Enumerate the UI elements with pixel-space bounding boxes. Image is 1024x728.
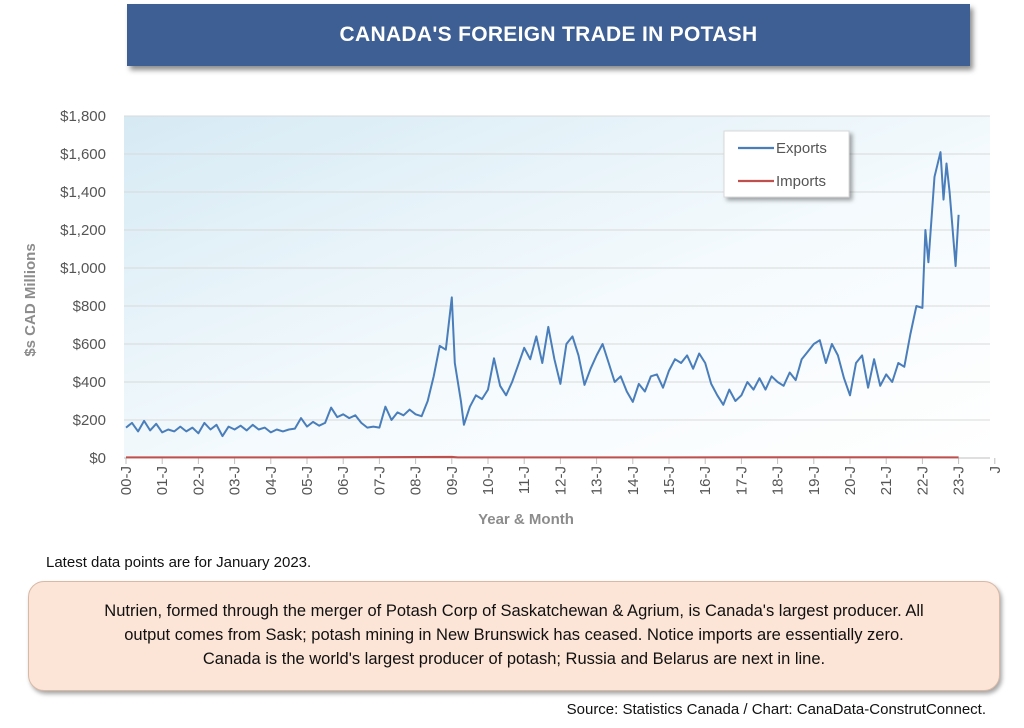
y-tick-label: $1,800 bbox=[60, 108, 106, 125]
x-tick-label: 19-J bbox=[806, 466, 823, 495]
legend: Exports Imports bbox=[723, 130, 850, 198]
x-tick-label: 11-J bbox=[516, 466, 533, 494]
legend-label-imports: Imports bbox=[776, 173, 826, 190]
x-tick-label: 12-J bbox=[552, 466, 569, 495]
x-tick-label: 22-J bbox=[914, 466, 931, 495]
y-axis: $0 $200 $400 $600 $800 $1,000 $1,200 $1,400 $1,6… bbox=[60, 108, 106, 467]
x-tick-label: 00-J bbox=[118, 466, 135, 495]
y-tick-label: $1,000 bbox=[60, 260, 106, 277]
potash-trade-chart: $0 $200 $400 $600 $800 $1,000 $1,200 $1,400 $1,6… bbox=[22, 108, 1004, 528]
series-line-imports bbox=[126, 455, 959, 459]
x-tick-label: 14-J bbox=[625, 466, 642, 495]
source-credit: Source: Statistics Canada / Chart: CanaD… bbox=[566, 701, 986, 718]
x-tick-label: 02-J bbox=[190, 466, 207, 495]
y-tick-label: $1,600 bbox=[60, 146, 106, 163]
y-tick-label: $0 bbox=[89, 450, 106, 467]
x-tick-label: 20-J bbox=[842, 466, 859, 495]
commentary-callout: Nutrien, formed through the merger of Po… bbox=[28, 581, 1000, 691]
x-tick-label: 01-J bbox=[154, 466, 171, 495]
latest-data-note: Latest data points are for January 2023. bbox=[46, 554, 312, 571]
commentary-line: output comes from Sask; potash mining in… bbox=[124, 626, 904, 645]
x-tick-label: 09-J bbox=[444, 466, 461, 495]
x-tick-label: 23-J bbox=[951, 466, 968, 495]
y-axis-title: $s CAD Millions bbox=[22, 243, 39, 356]
y-tick-label: $1,200 bbox=[60, 222, 106, 239]
x-tick-label: J bbox=[987, 466, 1004, 474]
series-line-exports bbox=[125, 151, 960, 438]
x-axis: 00-J 01-J 02-J 03-J 04-J 05-J 06-J 07-J 08-J 09-J… bbox=[118, 457, 1004, 495]
y-tick-label: $800 bbox=[73, 298, 106, 315]
chart-title-banner: CANADA'S FOREIGN TRADE IN POTASH bbox=[127, 4, 970, 66]
x-tick-label: 08-J bbox=[408, 466, 425, 495]
legend-label-exports: Exports bbox=[776, 140, 827, 157]
x-axis-title: Year & Month bbox=[478, 511, 574, 528]
chart-title: CANADA'S FOREIGN TRADE IN POTASH bbox=[339, 23, 758, 46]
commentary-line: Nutrien, formed through the merger of Po… bbox=[104, 602, 924, 621]
y-tick-label: $200 bbox=[73, 412, 106, 429]
commentary-line: Canada is the world's largest producer o… bbox=[202, 649, 826, 668]
series-lines bbox=[125, 151, 960, 459]
y-tick-label: $400 bbox=[73, 374, 106, 391]
x-tick-label: 06-J bbox=[335, 466, 352, 495]
x-tick-label: 15-J bbox=[661, 466, 678, 495]
plot-area bbox=[124, 116, 990, 458]
x-tick-label: 16-J bbox=[697, 466, 714, 495]
x-tick-label: 04-J bbox=[263, 466, 280, 495]
x-tick-label: 10-J bbox=[480, 466, 497, 495]
y-tick-label: $1,400 bbox=[60, 184, 106, 201]
commentary-text: Nutrien, formed through the merger of Po… bbox=[104, 600, 923, 672]
x-tick-label: 03-J bbox=[227, 466, 244, 495]
x-tick-label: 17-J bbox=[733, 466, 750, 495]
legend-box bbox=[723, 130, 850, 198]
x-tick-label: 21-J bbox=[878, 466, 895, 495]
y-tick-label: $600 bbox=[73, 336, 106, 353]
x-tick-label: 07-J bbox=[371, 466, 388, 495]
x-tick-label: 18-J bbox=[770, 466, 787, 495]
x-tick-label: 13-J bbox=[589, 466, 606, 495]
x-tick-label: 05-J bbox=[299, 466, 316, 495]
